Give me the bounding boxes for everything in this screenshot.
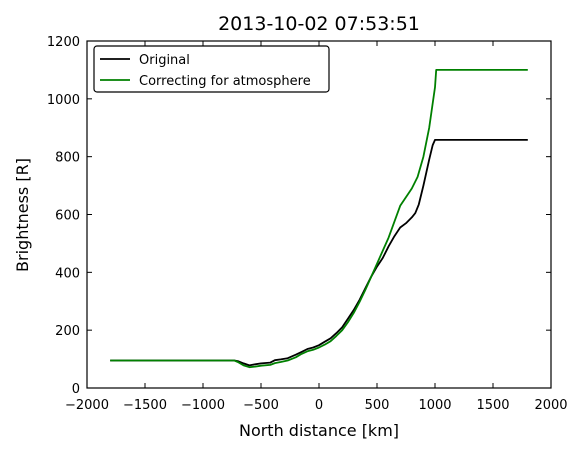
legend-label: Correcting for atmosphere [139,74,311,89]
x-axis-label: North distance [km] [239,421,399,440]
x-tick-label: 1000 [418,398,451,413]
x-tick-label: 2000 [534,398,567,413]
series-line-original [110,139,528,367]
y-axis-label: Brightness [R] [13,158,32,272]
x-tick-label: 1500 [476,398,509,413]
x-tick-label: −1000 [181,398,225,413]
legend-box [93,45,330,93]
plot-area: −2000 −1500 −1000 −500 0 500 1000 1500 2000 0 200 4… [47,35,568,413]
y-tick-label: 200 [55,324,80,339]
y-tick-label: 1200 [47,35,80,50]
x-tick-label: −500 [243,398,279,413]
x-tick-label: −2000 [65,398,109,413]
x-tick-label: 500 [365,398,390,413]
chart-title: 2013-10-02 07:53:51 [218,13,420,35]
y-tick-label: 800 [55,151,80,166]
y-tick-label: 600 [55,209,80,224]
y-tick-label: 0 [72,382,80,397]
x-tick-label: 0 [315,398,323,413]
y-tick-label: 1000 [47,93,80,108]
legend-label: Original [139,53,190,68]
series-line-corrected [110,69,528,369]
axes-frame [86,40,552,389]
x-tick-label: −1500 [123,398,167,413]
y-tick-label: 400 [55,266,80,281]
